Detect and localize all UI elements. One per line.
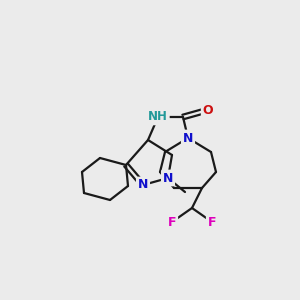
Text: N: N — [183, 131, 193, 145]
Text: O: O — [203, 103, 213, 116]
Text: NH: NH — [148, 110, 168, 124]
Text: N: N — [138, 178, 148, 191]
Text: F: F — [208, 215, 216, 229]
Text: F: F — [168, 215, 176, 229]
Text: N: N — [163, 172, 173, 184]
